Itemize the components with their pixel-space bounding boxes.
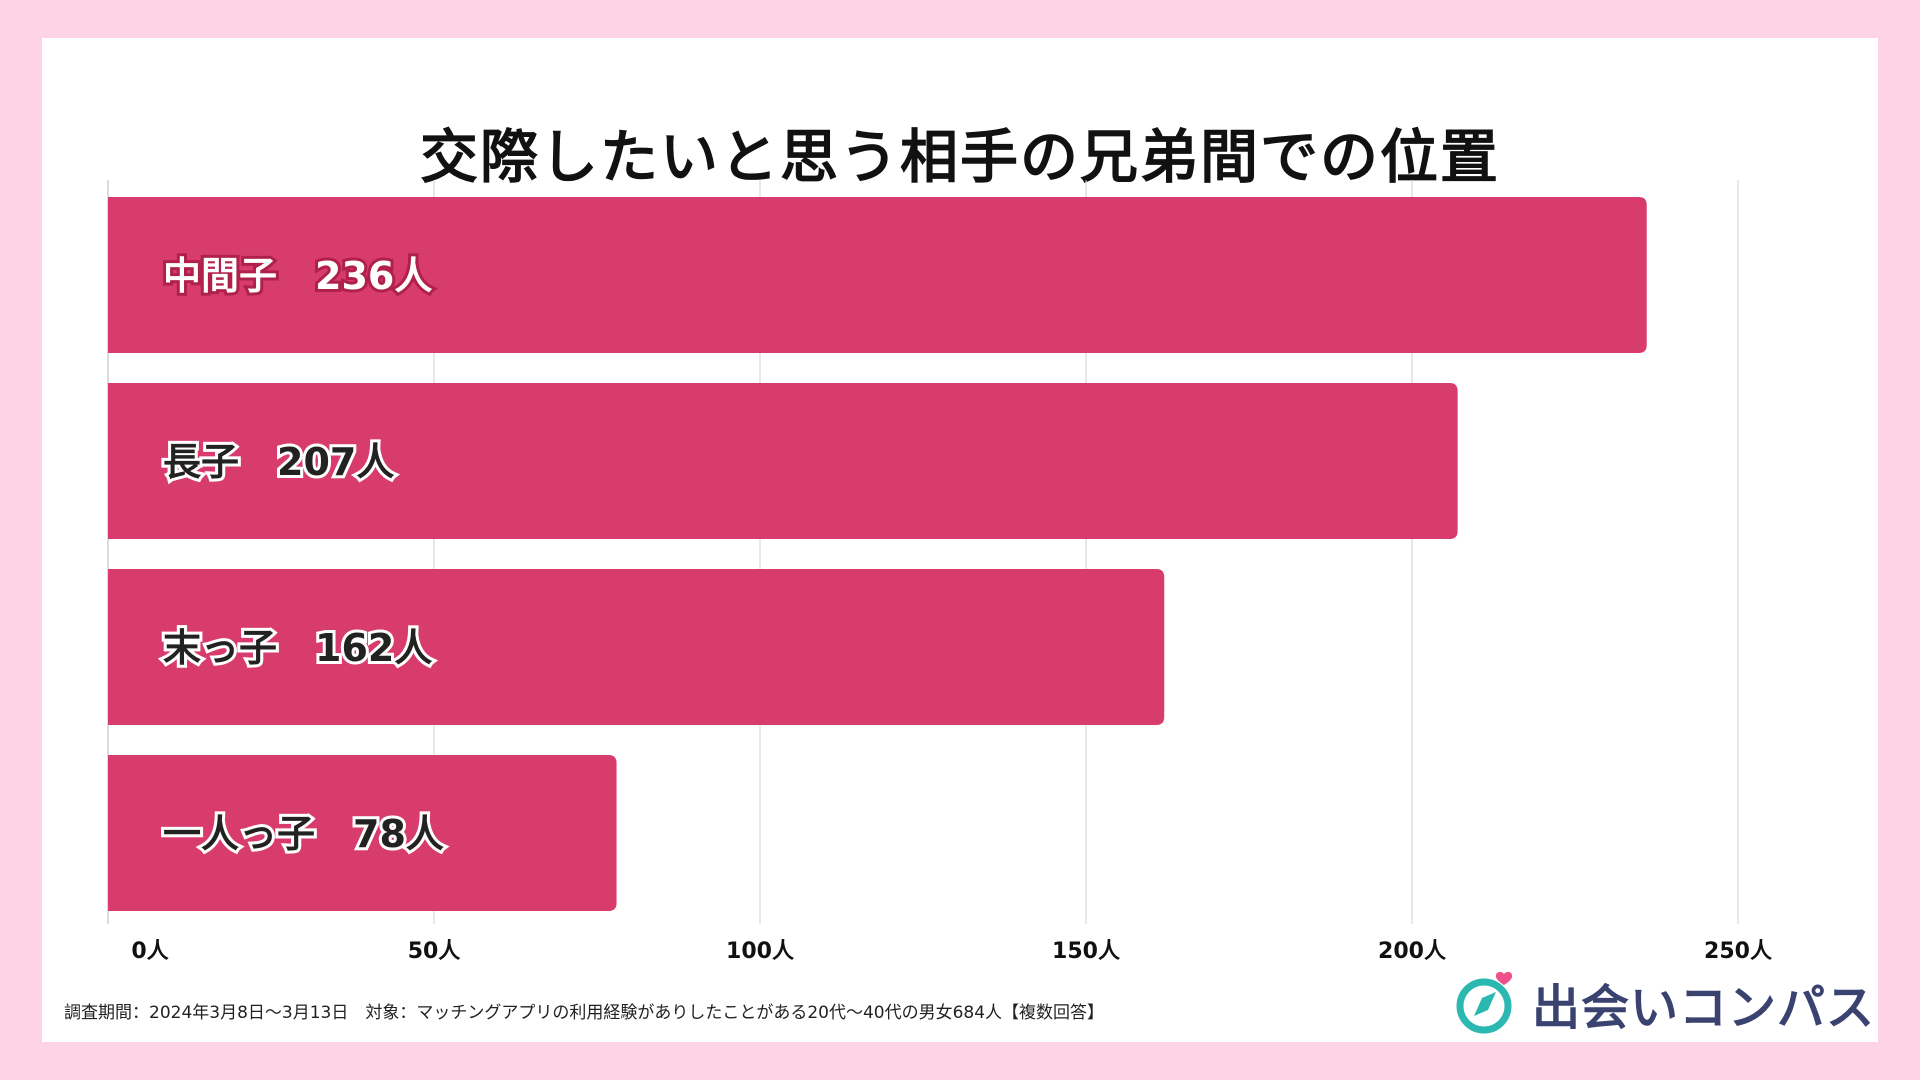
compass-heart-icon — [1456, 971, 1513, 1034]
bar — [108, 383, 1458, 539]
brand-name: 出会いコンパス — [1532, 980, 1876, 1036]
x-tick-label: 100人 — [726, 939, 794, 964]
bar — [108, 569, 1165, 725]
x-tick-label: 0人 — [131, 939, 168, 964]
chart-card: 交際したいと思う相手の兄弟間での位置 中間子 236人 長子 207人 末っ子 16… — [42, 38, 1878, 1042]
bar — [108, 755, 617, 911]
bar-label: 長子 207人 — [163, 440, 394, 484]
bar-label: 末っ子 162人 — [163, 626, 432, 670]
survey-footnote: 調査期間：2024年3月8日〜3月13日 対象：マッチングアプリの利用経験があり… — [64, 1003, 1105, 1023]
bar-label: 中間子 236人 — [163, 254, 432, 298]
brand-logo: 出会いコンパス — [1452, 968, 1875, 1038]
bar-label: 一人っ子 78人 — [163, 812, 444, 856]
chart-title: 交際したいと思う相手の兄弟間での位置 — [419, 123, 1500, 191]
x-tick-label: 150人 — [1052, 939, 1120, 964]
x-tick-label: 250人 — [1704, 939, 1772, 964]
bar — [108, 197, 1647, 353]
x-tick-label: 50人 — [408, 939, 461, 964]
x-tick-label: 200人 — [1378, 939, 1446, 964]
